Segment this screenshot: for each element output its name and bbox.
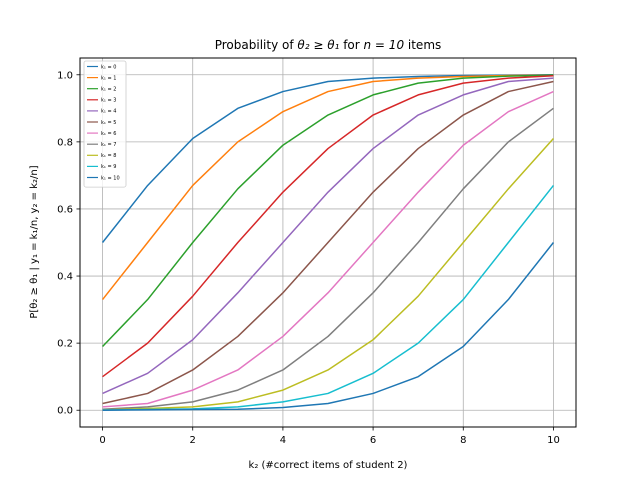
x-tick-label: 10	[547, 435, 560, 446]
series-line-k1-5	[102, 80, 554, 405]
legend-label: k₁ = 1	[101, 75, 116, 81]
series-line-k1-10	[102, 242, 555, 411]
y-tick-label: 1.0	[57, 70, 73, 81]
x-tick-label: 0	[99, 435, 105, 446]
legend-label: k₁ = 4	[101, 109, 116, 115]
y-axis-title: P[θ₂ ≥ θ₁ | y₁ = k₁/n, y₂ = k₂/n]	[29, 165, 40, 318]
series-line-k1-1	[101, 74, 554, 300]
legend-label: k₁ = 6	[101, 131, 116, 137]
axis-ticks: 0 2 4 6 8 10 0.0 0.2 0.4 0.6 0.8 1.0	[57, 70, 560, 446]
series-line-k1-4	[102, 77, 554, 395]
series-line-k1-6	[102, 90, 554, 408]
y-tick-label: 0.0	[57, 406, 73, 417]
legend-label: k₁ = 7	[101, 142, 116, 148]
series-lines	[101, 74, 555, 411]
x-tick-label: 4	[280, 435, 286, 446]
x-tick-label: 2	[190, 435, 196, 446]
series-line-k1-2	[102, 74, 554, 348]
legend-label: k₁ = 3	[101, 98, 116, 104]
y-tick-label: 0.6	[57, 204, 73, 215]
legend: k₁ = 0 k₁ = 1 k₁ = 2 k₁ = 3 k₁ = 4 k₁ = 5 k₁ =…	[83, 60, 127, 188]
legend-label: k₁ = 5	[101, 120, 116, 126]
legend-label: k₁ = 2	[101, 87, 116, 93]
series-line-k1-3	[102, 75, 554, 378]
legend-label: k₁ = 8	[101, 153, 116, 159]
series-line-k1-0	[101, 74, 554, 243]
y-tick-label: 0.2	[57, 339, 73, 350]
legend-label: k₁ = 0	[101, 64, 116, 70]
series-line-k1-7	[102, 107, 554, 410]
x-tick-label: 8	[460, 435, 466, 446]
legend-label: k₁ = 10	[101, 175, 120, 181]
chart-title: Probability of θ₂ ≥ θ₁ for n = 10 items	[215, 38, 442, 52]
series-line-k1-8	[102, 138, 555, 411]
legend-label: k₁ = 9	[101, 164, 116, 170]
plot-frame	[79, 57, 577, 428]
x-axis-title: k₂ (#correct items of student 2)	[249, 460, 408, 471]
x-tick-label: 6	[370, 435, 376, 446]
y-tick-label: 0.4	[57, 272, 73, 283]
y-tick-label: 0.8	[57, 137, 73, 148]
